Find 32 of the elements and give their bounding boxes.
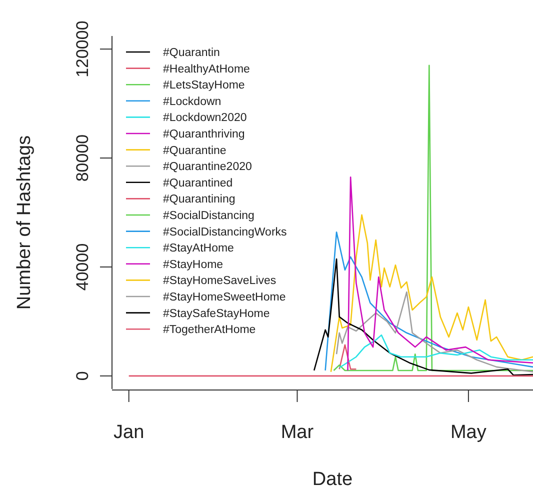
- legend-label: #StayAtHome: [163, 242, 234, 255]
- legend-label: #StayHome: [163, 258, 224, 271]
- x-tick-label: Mar: [280, 422, 314, 443]
- line-series: [313, 258, 533, 376]
- line-series: [338, 334, 533, 368]
- legend-label: #Quarantine: [163, 144, 226, 157]
- y-tick-label: 80000: [73, 134, 92, 182]
- legend-label: #TogetherAtHome: [163, 324, 256, 336]
- legend-label: #Lockdown: [163, 96, 222, 108]
- legend-label: #HealthyAtHome: [163, 63, 250, 76]
- legend-label: #Quarantin: [163, 47, 220, 59]
- legend-label: #Quarantined: [163, 177, 233, 190]
- y-tick-label: 120000: [73, 20, 92, 78]
- legend-label: #StayHomeSaveLives: [163, 275, 276, 288]
- legend-label: #SocialDistancingWorks: [163, 226, 288, 238]
- line-series: [333, 64, 533, 372]
- line-series: [336, 291, 533, 372]
- line-series: [347, 176, 533, 372]
- legend-label: #LetsStayHome: [163, 80, 245, 92]
- legend-label: #Quarantining: [163, 194, 236, 206]
- legend-label: #SocialDistancing: [163, 210, 254, 222]
- legend-label: #StayHomeSweetHome: [163, 292, 286, 304]
- legend-label: #Quarantine2020: [163, 161, 252, 174]
- legend-label: #StaySafeStayHome: [163, 308, 270, 320]
- x-tick-label: Jan: [114, 422, 144, 443]
- x-tick-label: May: [450, 422, 487, 443]
- legend-label: #Quaranthriving: [163, 128, 245, 140]
- x-axis-title: Date: [312, 469, 353, 490]
- legend-label: #Lockdown2020: [163, 112, 247, 124]
- y-tick-label: 40000: [73, 243, 92, 291]
- y-axis-title: Number of Hashtags: [14, 135, 35, 310]
- y-tick-label: 0: [73, 371, 92, 381]
